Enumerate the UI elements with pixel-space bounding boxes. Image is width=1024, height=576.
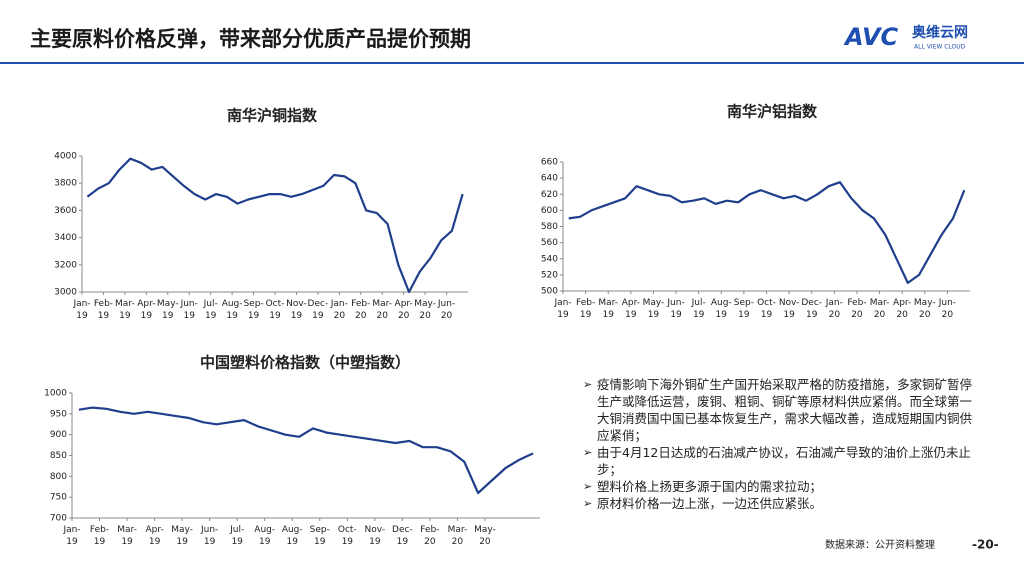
- y-tick-label: 1000: [44, 389, 67, 399]
- y-tick-label: 4000: [54, 152, 77, 162]
- x-tick-label: Feb-19: [576, 298, 595, 320]
- x-tick-label: Feb-20: [847, 298, 866, 320]
- bullet: 原材料价格一边上涨，一边还供应紧张。: [583, 495, 983, 512]
- y-tick-label: 580: [541, 222, 558, 232]
- y-tick-label: 3800: [54, 179, 77, 189]
- x-tick-label: Dec-19: [801, 298, 822, 320]
- bullet: 由于4月12日达成的石油减产协议，石油减产导致的油价上涨仍未止步；: [583, 444, 983, 478]
- x-tick-label: Dec-19: [308, 299, 329, 321]
- y-tick-label: 3200: [54, 260, 77, 270]
- x-tick-label: May-20: [914, 298, 936, 320]
- x-tick-label: Jan-20: [825, 298, 843, 320]
- y-tick-label: 500: [541, 287, 558, 297]
- x-tick-label: May-20: [414, 299, 436, 321]
- x-tick-label: Apr-20: [893, 298, 911, 320]
- x-tick-label: Nov-19: [779, 298, 800, 320]
- x-tick-label: Sep-19: [243, 299, 263, 321]
- x-tick-label: Apr-19: [145, 525, 163, 547]
- x-tick-label: Jan-19: [72, 299, 90, 321]
- bullet-list: 疫情影响下海外铜矿生产国开始采取严格的防疫措施，多家铜矿暂停生产或降低运营，废铜…: [583, 376, 983, 512]
- x-tick-label: Jan-19: [553, 298, 571, 320]
- x-tick-label: Dec-19: [392, 525, 413, 547]
- y-tick-label: 3000: [54, 288, 77, 298]
- y-tick-label: 620: [541, 190, 558, 200]
- x-tick-label: Mar-19: [598, 298, 618, 320]
- x-tick-label: Oct-19: [757, 298, 776, 320]
- y-tick-label: 3400: [54, 233, 77, 243]
- x-tick-label: Oct-19: [266, 299, 285, 321]
- x-tick-label: Sep-19: [310, 525, 330, 547]
- x-tick-label: Oct-19: [338, 525, 357, 547]
- x-tick-label: Aug-19: [711, 298, 732, 320]
- x-tick-label: Mar-20: [372, 299, 392, 321]
- bullet: 塑料价格上扬更多源于国内的需求拉动；: [583, 478, 983, 495]
- y-tick-label: 750: [50, 493, 67, 503]
- y-tick-label: 660: [541, 158, 558, 168]
- x-tick-label: Sep-19: [734, 298, 754, 320]
- x-tick-label: Jul-19: [691, 298, 706, 320]
- x-tick-label: Mar-19: [117, 525, 137, 547]
- x-tick-label: Jun-20: [437, 299, 455, 321]
- x-tick-label: Jul-19: [203, 299, 218, 321]
- x-tick-label: Aug-19: [282, 525, 303, 547]
- y-tick-label: 3600: [54, 206, 77, 216]
- series-line: [86, 157, 464, 294]
- x-tick-label: May-20: [474, 525, 496, 547]
- bullet: 疫情影响下海外铜矿生产国开始采取严格的防疫措施，多家铜矿暂停生产或降低运营，废铜…: [583, 376, 983, 444]
- x-tick-label: Nov-19: [365, 525, 386, 547]
- page-number: -20-: [972, 538, 999, 552]
- x-tick-label: Feb-19: [94, 299, 113, 321]
- x-tick-label: May-19: [643, 298, 665, 320]
- x-tick-label: May-19: [157, 299, 179, 321]
- x-tick-label: May-19: [171, 525, 193, 547]
- x-tick-label: Jan-19: [62, 525, 80, 547]
- y-tick-label: 520: [541, 270, 558, 280]
- y-tick-label: 850: [50, 451, 67, 461]
- x-tick-label: Jun-19: [180, 299, 198, 321]
- x-tick-label: Apr-20: [395, 299, 413, 321]
- logo-name: 奥维云网: [912, 24, 968, 41]
- logo-mark: AVC: [843, 23, 899, 51]
- x-tick-label: Jul-19: [229, 525, 244, 547]
- chart-title: 南华沪铝指数: [727, 103, 818, 121]
- x-tick-label: Feb-19: [90, 525, 109, 547]
- x-tick-label: Nov-19: [286, 299, 307, 321]
- chart-title: 南华沪铜指数: [227, 107, 318, 125]
- x-tick-label: Aug-19: [222, 299, 243, 321]
- y-tick-label: 900: [50, 430, 67, 440]
- y-tick-label: 600: [541, 206, 558, 216]
- slide-title: 主要原料价格反弹，带来部分优质产品提价预期: [30, 27, 471, 51]
- y-tick-label: 640: [541, 174, 558, 184]
- x-tick-label: Jun-20: [938, 298, 956, 320]
- y-tick-label: 950: [50, 409, 67, 419]
- x-tick-label: Mar-19: [115, 299, 135, 321]
- chart-title: 中国塑料价格指数（中塑指数）: [200, 354, 410, 372]
- x-tick-label: Apr-19: [622, 298, 640, 320]
- x-tick-label: Mar-20: [870, 298, 890, 320]
- series-line: [78, 406, 534, 495]
- y-tick-label: 540: [541, 254, 558, 264]
- x-tick-label: Jun-19: [666, 298, 684, 320]
- x-tick-label: Jan-20: [330, 299, 348, 321]
- y-tick-label: 700: [50, 514, 67, 524]
- x-tick-label: Feb-20: [351, 299, 370, 321]
- x-tick-label: Apr-19: [137, 299, 155, 321]
- y-tick-label: 800: [50, 472, 67, 482]
- x-tick-label: Feb-20: [420, 525, 439, 547]
- x-tick-label: Aug-19: [254, 525, 275, 547]
- source: 数据来源：公开资料整理: [825, 538, 935, 551]
- y-tick-label: 560: [541, 238, 558, 248]
- x-tick-label: Mar-20: [448, 525, 468, 547]
- logo-tagline: ALL VIEW CLOUD: [914, 44, 966, 51]
- x-tick-label: Jun-19: [200, 525, 218, 547]
- series-line: [568, 181, 966, 284]
